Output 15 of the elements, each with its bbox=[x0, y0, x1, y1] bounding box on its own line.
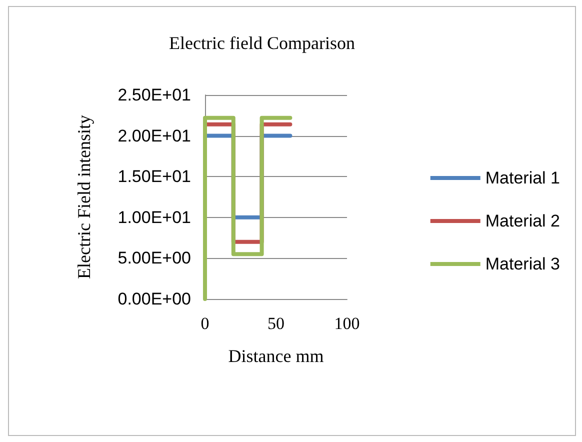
y-tick-label: 2.50E+01 bbox=[118, 86, 191, 104]
legend-label: Material 2 bbox=[485, 212, 560, 230]
y-tick-label: 0.00E+00 bbox=[118, 290, 191, 308]
y-tick-label: 1.50E+01 bbox=[118, 167, 191, 186]
y-tick-label: 1.00E+01 bbox=[118, 208, 191, 227]
chart-title: Electric field Comparison bbox=[169, 33, 355, 53]
x-tick-label: 50 bbox=[268, 314, 284, 333]
x-tick-label: 100 bbox=[334, 314, 360, 333]
y-axis-title: Electric Field intensity bbox=[74, 115, 94, 279]
legend-label: Material 1 bbox=[485, 168, 560, 188]
x-axis-title: Distance mm bbox=[228, 346, 324, 366]
legend-label: Material 3 bbox=[485, 254, 560, 274]
y-tick-label: 5.00E+00 bbox=[118, 248, 191, 268]
y-tick-label: 2.00E+01 bbox=[118, 126, 191, 146]
x-tick-label: 0 bbox=[200, 314, 210, 333]
